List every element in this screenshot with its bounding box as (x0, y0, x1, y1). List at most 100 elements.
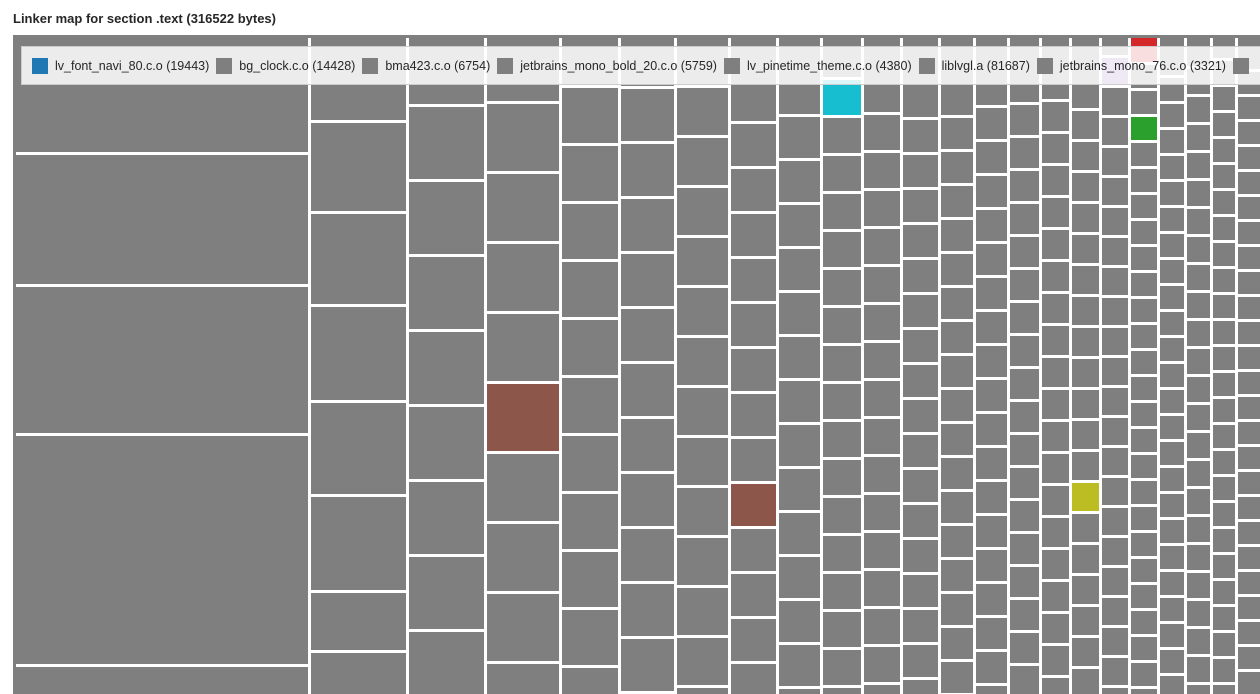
treemap-cell (1102, 658, 1128, 685)
treemap-cell (1238, 297, 1260, 319)
treemap-cell (941, 288, 973, 319)
treemap-cell (1042, 454, 1069, 483)
treemap-cell (864, 571, 900, 606)
treemap-cell (311, 593, 406, 650)
treemap-cell (677, 438, 728, 485)
treemap-cell (864, 609, 900, 644)
treemap-cell (1102, 478, 1128, 505)
treemap-cell (1187, 293, 1210, 318)
treemap-cell (823, 232, 861, 267)
legend-label: bg_clock.c.o (14428) (239, 58, 356, 73)
treemap-cell (1213, 451, 1235, 474)
treemap-cell (941, 628, 973, 659)
treemap-cell (823, 460, 861, 495)
treemap-cell (823, 422, 861, 457)
treemap-cell (976, 482, 1007, 513)
treemap-cell (1187, 153, 1210, 178)
treemap-cell (1213, 269, 1235, 292)
treemap-cell (1238, 497, 1260, 519)
treemap-cell (903, 365, 938, 397)
treemap-cell (823, 346, 861, 381)
treemap-cell (1213, 581, 1235, 604)
treemap-cell (1238, 97, 1260, 119)
treemap-cell (1131, 299, 1157, 322)
treemap-cell (976, 686, 1007, 694)
treemap-cell (823, 118, 861, 153)
treemap-cell (779, 689, 820, 694)
treemap-cell (731, 124, 776, 166)
treemap-cell (1102, 238, 1128, 265)
treemap-cell (731, 394, 776, 436)
treemap-cell (864, 495, 900, 530)
treemap-cell (976, 142, 1007, 173)
treemap-cell (621, 639, 674, 691)
treemap-cell (779, 205, 820, 246)
treemap-cell (1238, 397, 1260, 419)
treemap-cell (1187, 321, 1210, 346)
treemap-cell (779, 645, 820, 686)
treemap-cell (779, 513, 820, 554)
treemap-cell (941, 152, 973, 183)
treemap-cell (1238, 147, 1260, 169)
treemap-cell (823, 194, 861, 229)
treemap-cell (621, 199, 674, 251)
treemap-cell (1187, 265, 1210, 290)
treemap-cell (677, 238, 728, 285)
treemap-cell (1102, 358, 1128, 385)
treemap-cell (1042, 646, 1069, 675)
treemap-cell (1131, 169, 1157, 192)
treemap-cell (1042, 582, 1069, 611)
treemap-cell (1160, 468, 1184, 491)
treemap-cell (1160, 416, 1184, 439)
treemap-cell (941, 220, 973, 251)
treemap-cell (823, 536, 861, 571)
treemap-cell (1131, 637, 1157, 660)
legend-item: jetbrains_mono_bold_20.c.o (5759) (497, 57, 717, 74)
treemap-cell (731, 259, 776, 301)
treemap-cell (1160, 650, 1184, 673)
legend-label: liblvgl.a (81687) (941, 58, 1030, 73)
treemap-cell (1072, 235, 1099, 263)
treemap-cell (1010, 666, 1039, 694)
treemap-cell (1187, 237, 1210, 262)
treemap-cell (1131, 325, 1157, 348)
treemap-cell (1072, 204, 1099, 232)
treemap-cell (409, 182, 484, 254)
treemap-cell (487, 314, 559, 381)
treemap-cell (1187, 685, 1210, 694)
treemap-cell (1102, 148, 1128, 175)
treemap-cell (731, 304, 776, 346)
treemap-cell (1160, 338, 1184, 361)
treemap-cell (1010, 501, 1039, 531)
treemap-cell (409, 107, 484, 179)
treemap-cell (731, 169, 776, 211)
legend-label: lv_pinetime_theme.c.o (4380) (746, 58, 912, 73)
treemap-cell (1072, 359, 1099, 387)
treemap-cell (1131, 247, 1157, 270)
treemap-cell (864, 457, 900, 492)
treemap-cell (779, 381, 820, 422)
treemap-cell (1160, 546, 1184, 569)
treemap-cell (1160, 572, 1184, 595)
treemap-cell (621, 364, 674, 416)
treemap-cell (1010, 369, 1039, 399)
treemap-cell (1160, 130, 1184, 153)
treemap-cell (1010, 567, 1039, 597)
treemap-cell (1160, 520, 1184, 543)
legend: lv_font_navi_80.c.o (19443) bg_clock.c.o … (21, 46, 1260, 85)
treemap-cell (1102, 178, 1128, 205)
treemap-cell (903, 330, 938, 362)
treemap-cell (562, 552, 618, 607)
treemap-cell (976, 584, 1007, 615)
treemap-cell (1042, 294, 1069, 323)
treemap-cell (1102, 568, 1128, 595)
treemap-cell (409, 632, 484, 694)
treemap-cell (1131, 481, 1157, 504)
treemap-cell (1160, 624, 1184, 647)
treemap-cell (1102, 328, 1128, 355)
treemap-cell (621, 474, 674, 526)
treemap-cell (1042, 230, 1069, 259)
treemap-cell (1187, 349, 1210, 374)
treemap-cell (941, 594, 973, 625)
treemap-cell (1072, 328, 1099, 356)
